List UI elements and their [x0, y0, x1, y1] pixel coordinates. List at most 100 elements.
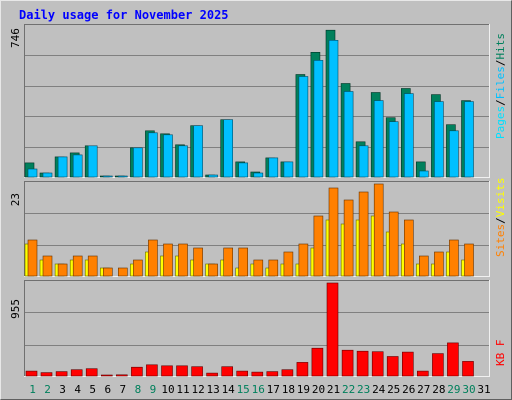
bar-sites-day-22: [343, 199, 354, 277]
bar-files-day-9: [148, 132, 158, 178]
bar-sites-day-8: [133, 259, 143, 277]
bar-sites-day-4: [72, 255, 83, 277]
bar-files-day-8: [133, 147, 143, 178]
bar-sites-day-11: [178, 243, 188, 277]
day-label-19: 19: [297, 383, 310, 396]
bar-sites-day-18: [283, 251, 294, 277]
max-label-kbytes: 955: [9, 299, 22, 319]
bar-files-day-1: [27, 168, 38, 178]
bar-kb-f-day-10: [161, 365, 173, 377]
bar-sites-day-28: [434, 251, 444, 277]
panel-2-frame-dark: [24, 181, 490, 277]
chart-bars: [24, 29, 474, 377]
day-label-20: 20: [312, 383, 325, 396]
bar-kb-f-day-23: [356, 350, 369, 377]
day-label-31: 31: [477, 383, 490, 396]
bar-kb-f-day-6: [101, 374, 113, 377]
day-label-4: 4: [74, 383, 81, 396]
bar-files-day-27: [418, 170, 429, 178]
bar-sites-day-23: [358, 191, 369, 277]
bar-kb-f-day-2: [40, 372, 53, 377]
day-label-8: 8: [135, 383, 142, 396]
bar-kb-f-day-13: [206, 372, 218, 377]
legend-separator: /: [494, 217, 507, 224]
bar-files-day-28: [434, 101, 444, 178]
chart-title: Daily usage for November 2025: [19, 8, 229, 22]
bar-kb-f-day-30: [462, 361, 474, 377]
bar-files-day-12: [193, 125, 203, 178]
bar-kb-f-day-22: [341, 349, 354, 377]
day-label-2: 2: [44, 383, 51, 396]
day-label-16: 16: [252, 383, 265, 396]
panel-3-area: [24, 280, 490, 377]
bar-kb-f-day-14: [221, 366, 233, 377]
day-label-17: 17: [267, 383, 280, 396]
day-label-1: 1: [29, 383, 36, 396]
bar-kb-f-day-12: [191, 366, 203, 377]
bar-files-day-16: [253, 172, 264, 178]
day-label-11: 11: [176, 383, 189, 396]
bar-sites-day-10: [163, 243, 173, 277]
day-label-30: 30: [462, 383, 475, 396]
bar-sites-day-21: [328, 187, 339, 277]
day-labels: 1 2 3 4 5 6 7 8 9 10 11 12 13 14 15 16 17 18 19 20 21 22 23 24 2…: [29, 383, 490, 396]
day-label-27: 27: [417, 383, 430, 396]
svg-text:KB F: KB F: [494, 340, 507, 367]
legend-kb: KB F: [494, 340, 507, 367]
bar-sites-day-20: [313, 215, 324, 277]
legend-sites: Sites: [494, 224, 507, 257]
bar-sites-day-6: [103, 267, 113, 277]
bar-files-day-24: [373, 100, 384, 178]
day-label-14: 14: [222, 383, 236, 396]
bar-kb-f-day-7: [116, 374, 128, 377]
bar-kb-f-day-21: [326, 282, 339, 377]
day-label-6: 6: [104, 383, 111, 396]
day-label-5: 5: [89, 383, 96, 396]
day-label-28: 28: [432, 383, 445, 396]
max-label-visits: 23: [9, 193, 22, 206]
bar-files-day-18: [283, 161, 294, 178]
bar-kb-f-day-17: [266, 371, 279, 377]
bar-files-day-3: [57, 156, 68, 178]
bar-sites-day-17: [268, 259, 279, 277]
panel-3-frame-dark: [24, 280, 490, 377]
bar-sites-day-26: [403, 219, 414, 277]
day-label-25: 25: [387, 383, 400, 396]
bar-files-day-10: [163, 134, 173, 178]
bar-files-day-29: [449, 130, 459, 178]
bar-sites-day-5: [87, 255, 98, 277]
day-label-24: 24: [372, 383, 386, 396]
bar-files-day-21: [328, 39, 339, 178]
bar-sites-day-2: [42, 255, 53, 277]
bar-files-day-30: [464, 101, 474, 178]
bar-sites-day-12: [193, 247, 203, 277]
legend-visits: Visits: [494, 178, 507, 218]
bar-kb-f-day-29: [447, 342, 459, 377]
bar-kb-f-day-18: [281, 369, 294, 377]
bar-sites-day-29: [449, 239, 459, 277]
max-labels: 746 23 955: [9, 28, 22, 319]
bar-files-day-20: [313, 60, 324, 178]
legend-pages: Pages: [494, 106, 507, 139]
day-label-21: 21: [327, 383, 340, 396]
legend-files: Files: [494, 66, 507, 99]
day-label-7: 7: [119, 383, 126, 396]
chart-panels: [24, 24, 490, 377]
bar-kb-f-day-4: [70, 369, 83, 377]
panel-3-frame-light: [24, 280, 490, 377]
bar-files-day-23: [358, 145, 369, 178]
day-label-29: 29: [447, 383, 460, 396]
day-label-13: 13: [206, 383, 219, 396]
day-label-12: 12: [191, 383, 204, 396]
bar-kb-f-day-3: [55, 371, 68, 377]
bar-sites-day-9: [148, 239, 158, 277]
bar-files-day-19: [298, 76, 309, 178]
svg-text:Sites/Visits: Sites/Visits: [494, 178, 507, 258]
bar-sites-day-13: [208, 263, 218, 277]
bar-sites-day-25: [388, 211, 399, 277]
bar-kb-f-day-1: [25, 370, 38, 377]
day-label-9: 9: [150, 383, 157, 396]
legend-separator: /: [494, 60, 507, 67]
